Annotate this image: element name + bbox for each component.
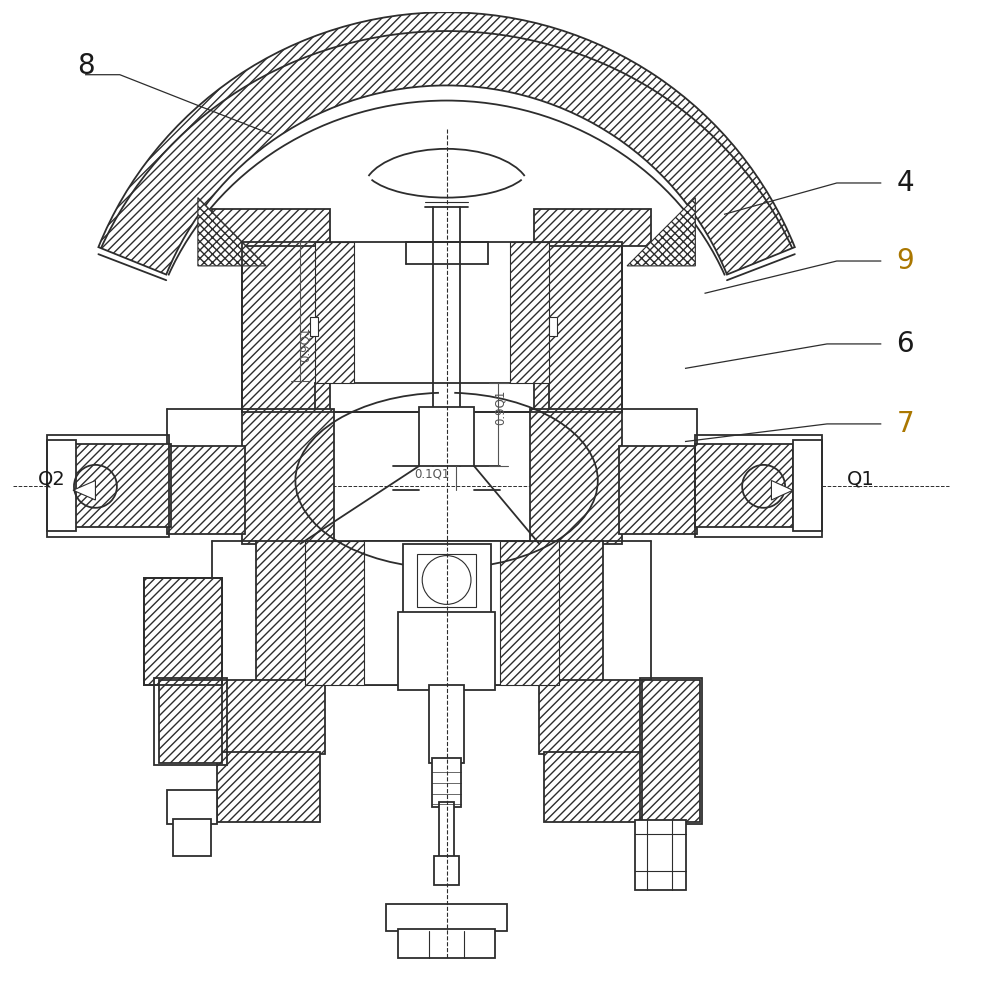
Text: Q1: Q1 xyxy=(848,469,875,488)
Polygon shape xyxy=(771,480,793,500)
Bar xyxy=(241,409,335,544)
Bar xyxy=(510,242,549,383)
Bar xyxy=(434,856,459,885)
Bar xyxy=(310,317,318,336)
Bar xyxy=(429,685,464,763)
Bar xyxy=(544,752,646,822)
Text: 0.9Q1: 0.9Q1 xyxy=(298,326,312,362)
Bar xyxy=(696,444,793,527)
Bar xyxy=(640,678,702,824)
Bar xyxy=(439,802,454,861)
Bar xyxy=(73,444,171,527)
Bar xyxy=(241,242,330,412)
Bar xyxy=(167,446,244,534)
Text: 6: 6 xyxy=(897,330,914,358)
Bar xyxy=(619,446,697,534)
Bar xyxy=(535,242,622,412)
Bar xyxy=(793,440,822,531)
Bar xyxy=(144,578,223,685)
Bar xyxy=(144,578,223,685)
Bar xyxy=(154,678,228,765)
Wedge shape xyxy=(98,12,795,275)
Polygon shape xyxy=(627,198,696,266)
Bar xyxy=(387,904,507,931)
Bar xyxy=(403,544,490,617)
Polygon shape xyxy=(73,480,95,500)
Bar xyxy=(213,680,325,754)
Bar xyxy=(213,209,330,246)
Bar xyxy=(159,680,223,763)
Bar xyxy=(47,440,76,531)
Bar xyxy=(419,407,474,466)
Text: 9: 9 xyxy=(897,247,914,275)
Bar xyxy=(432,758,461,807)
Bar xyxy=(305,541,364,685)
Bar xyxy=(540,680,651,754)
Polygon shape xyxy=(198,198,266,266)
Bar xyxy=(398,929,495,958)
Bar xyxy=(696,435,822,537)
Bar xyxy=(635,820,686,890)
Bar xyxy=(530,409,622,544)
Text: Q2: Q2 xyxy=(37,469,66,488)
Bar xyxy=(417,554,476,607)
Bar xyxy=(500,541,559,685)
Bar xyxy=(549,317,557,336)
Text: 8: 8 xyxy=(77,52,94,80)
Bar xyxy=(398,612,495,690)
Text: 7: 7 xyxy=(897,410,914,438)
Bar xyxy=(167,790,218,824)
Bar xyxy=(241,242,622,412)
Text: 4: 4 xyxy=(897,169,914,197)
Bar xyxy=(315,242,354,383)
Bar xyxy=(218,752,320,822)
Bar xyxy=(535,209,651,246)
Bar xyxy=(642,680,700,822)
Bar xyxy=(47,435,169,537)
Bar xyxy=(256,541,602,685)
Bar xyxy=(174,819,211,856)
Bar xyxy=(364,541,530,685)
Text: 0.9Q1: 0.9Q1 xyxy=(493,390,507,425)
Text: 0.1Q1: 0.1Q1 xyxy=(414,467,449,480)
